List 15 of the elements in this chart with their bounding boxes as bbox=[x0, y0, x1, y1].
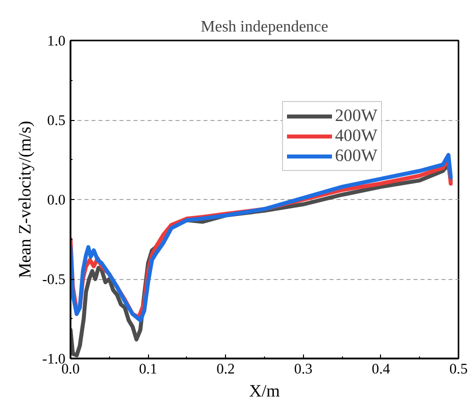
x-tick-label: 0.1 bbox=[138, 362, 158, 378]
legend-label: 200W bbox=[335, 106, 378, 126]
x-tick-label: 0.2 bbox=[216, 362, 235, 378]
legend-label: 400W bbox=[335, 126, 378, 146]
x-tick-label: 0.5 bbox=[449, 362, 468, 378]
y-tick-label: 0.0 bbox=[47, 192, 66, 208]
legend-label: 600W bbox=[335, 146, 378, 166]
x-axis-title: X/m bbox=[249, 382, 280, 400]
chart-title: Mesh independence bbox=[200, 18, 328, 36]
y-tick-label: -0.5 bbox=[42, 272, 66, 288]
x-tick-label: 0.3 bbox=[294, 362, 312, 378]
y-axis-title: Mean Z-velocity/(m/s) bbox=[15, 120, 34, 278]
y-tick-label: 0.5 bbox=[47, 113, 66, 129]
x-tick-label: 0.4 bbox=[372, 362, 391, 378]
y-tick-label: 1.0 bbox=[47, 34, 66, 50]
